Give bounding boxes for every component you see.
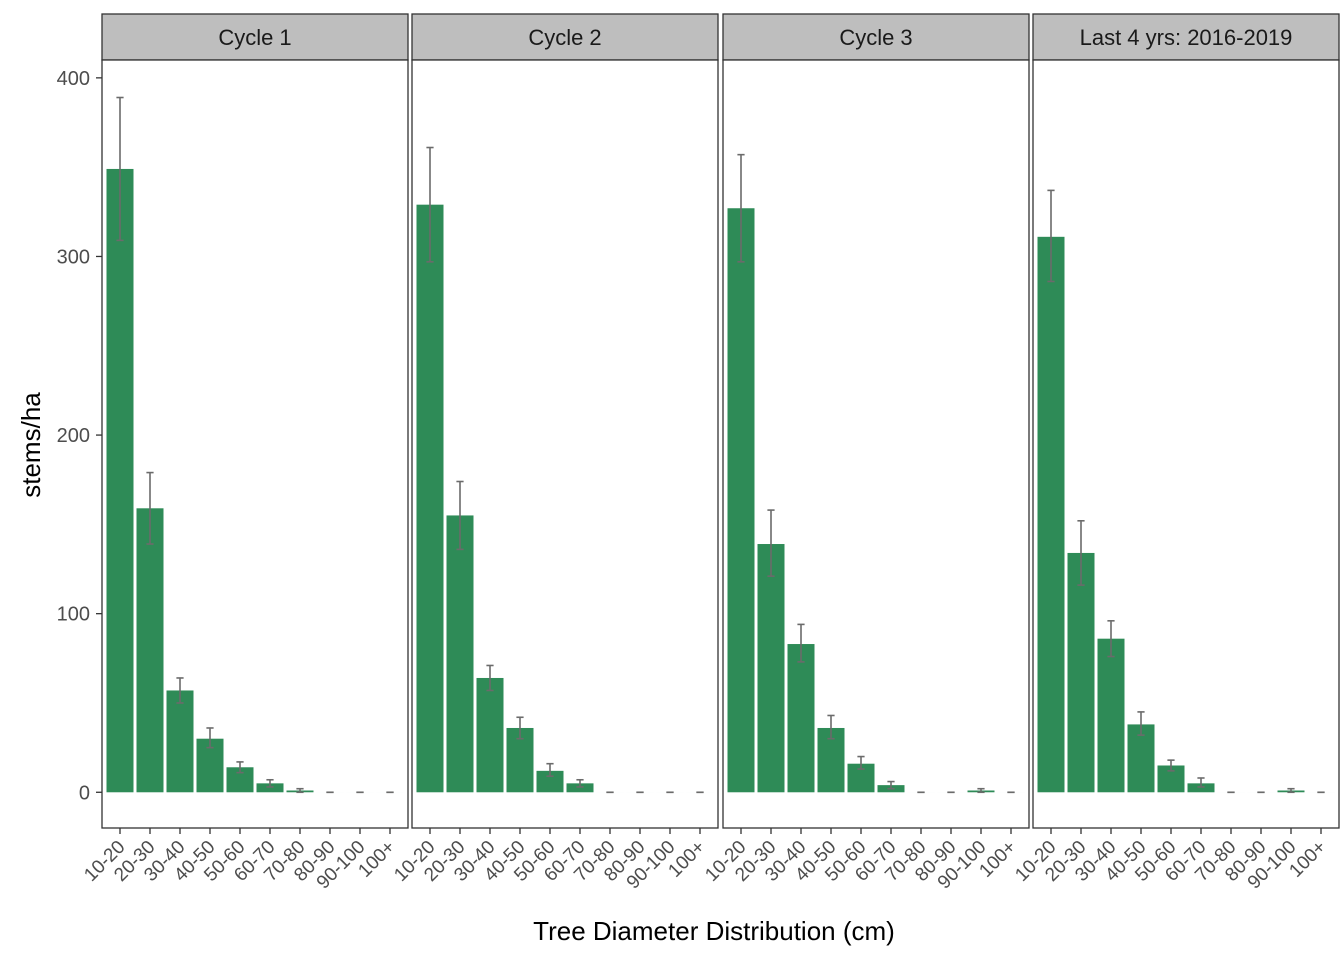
bar (107, 169, 134, 792)
panel-4: Last 4 yrs: 2016-201910-2020-3030-4040-5… (1011, 14, 1339, 893)
bar (728, 208, 755, 792)
bar (417, 205, 444, 793)
strip-title: Cycle 1 (218, 25, 291, 50)
strip-title: Cycle 3 (839, 25, 912, 50)
panels-group: Cycle 110-2020-3030-4040-5050-6060-7070-… (80, 14, 1339, 893)
y-axis: 0 100 200 300 400 (57, 68, 102, 804)
bar (137, 508, 164, 792)
panel-2: Cycle 210-2020-3030-4040-5050-6060-7070-… (390, 14, 718, 893)
x-axis-title: Tree Diameter Distribution (cm) (533, 916, 895, 946)
bar (788, 644, 815, 792)
panel-3: Cycle 310-2020-3030-4040-5050-6060-7070-… (701, 14, 1029, 893)
bar (1068, 553, 1095, 792)
y-tick-label: 400 (57, 68, 90, 90)
y-tick-label: 300 (57, 246, 90, 268)
bar (447, 515, 474, 792)
y-tick-label: 100 (57, 604, 90, 626)
strip-title: Cycle 2 (528, 25, 601, 50)
bar (167, 690, 194, 792)
strip-title: Last 4 yrs: 2016-2019 (1080, 25, 1293, 50)
panel-1: Cycle 110-2020-3030-4040-5050-6060-7070-… (80, 14, 408, 893)
y-tick-label: 0 (79, 782, 90, 804)
bar (1098, 639, 1125, 793)
bar (758, 544, 785, 792)
bar (477, 678, 504, 792)
y-tick-label: 200 (57, 425, 90, 447)
y-axis-title: stems/ha (16, 392, 46, 498)
bar (1038, 237, 1065, 792)
